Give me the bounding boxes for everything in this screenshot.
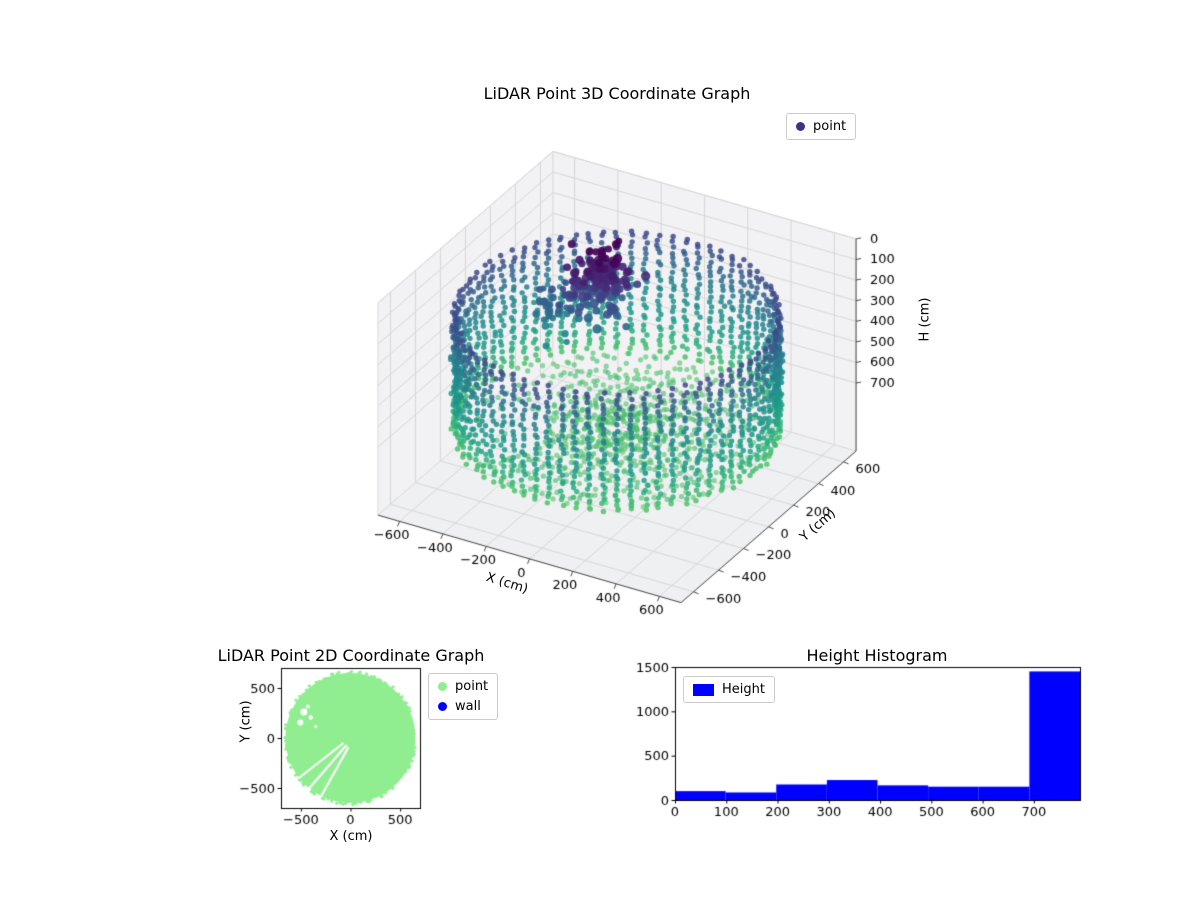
plot-2d-legend: point wall bbox=[428, 673, 499, 720]
legend-item-height: Height bbox=[693, 681, 765, 698]
legend-item-point-2d: point bbox=[438, 678, 488, 695]
x-axis-label-2d: X (cm) bbox=[329, 829, 373, 844]
h-axis-label-3d: H (cm) bbox=[917, 297, 933, 342]
legend-label-point-2d: point bbox=[455, 679, 489, 694]
legend-label-wall-2d: wall bbox=[455, 699, 481, 714]
y-axis-label-2d: Y (cm) bbox=[238, 700, 254, 743]
plot-3d-canvas bbox=[300, 130, 980, 650]
legend-label-point-3d: point bbox=[813, 119, 847, 134]
plot-3d-legend: point bbox=[786, 113, 857, 140]
point-marker-icon bbox=[438, 682, 447, 691]
legend-item-wall-2d: wall bbox=[438, 698, 488, 715]
legend-label-height: Height bbox=[722, 682, 765, 697]
height-swatch-icon bbox=[693, 683, 714, 696]
plot-histogram-canvas bbox=[630, 640, 1100, 850]
legend-item-point-3d: point bbox=[796, 118, 846, 135]
wall-marker-icon bbox=[438, 702, 447, 711]
plot-3d-title: LiDAR Point 3D Coordinate Graph bbox=[483, 84, 751, 103]
point-marker-icon bbox=[796, 122, 805, 131]
plot-histogram-legend: Height bbox=[683, 676, 775, 703]
